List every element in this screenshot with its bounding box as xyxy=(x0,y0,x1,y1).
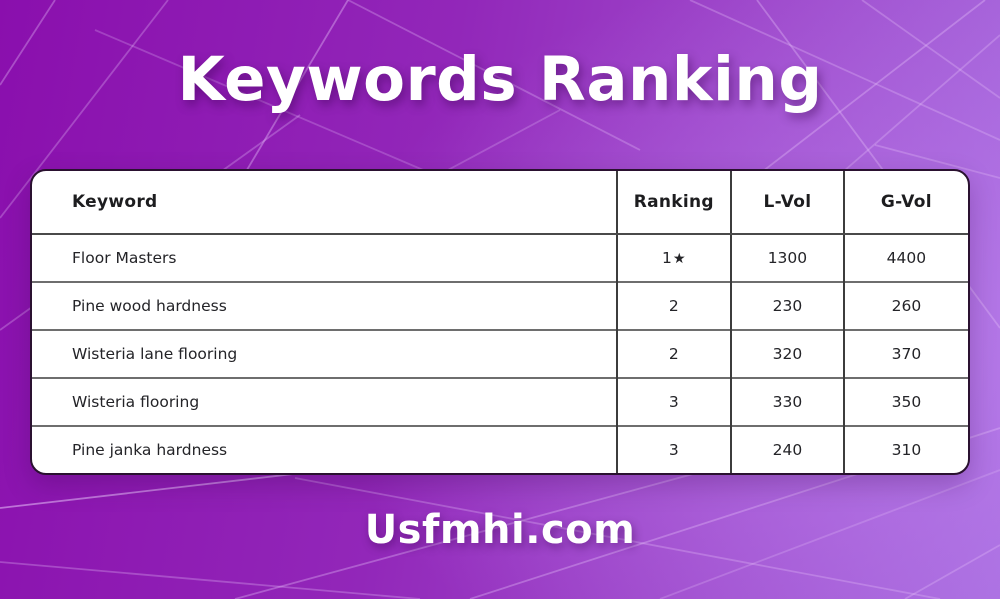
column-header-ranking: Ranking xyxy=(615,171,732,236)
ranking-value: 1 xyxy=(661,249,672,268)
table-row: Floor Masters 1★ 1300 4400 xyxy=(32,234,968,283)
keywords-table-card: Keyword Ranking L-Vol G-Vol Floor Master… xyxy=(30,169,970,476)
cell-lvol: 230 xyxy=(730,281,844,331)
cell-keyword: Pine janka hardness xyxy=(32,425,617,474)
cell-keyword: Pine wood hardness xyxy=(32,281,617,331)
star-icon: ★ xyxy=(672,251,686,268)
cell-ranking: 2 xyxy=(615,281,732,331)
cell-gvol: 260 xyxy=(842,281,968,331)
cell-gvol: 370 xyxy=(842,329,968,379)
table-row: Wisteria lane flooring 2 320 370 xyxy=(32,329,968,379)
cell-lvol: 320 xyxy=(730,329,844,379)
cell-keyword: Wisteria flooring xyxy=(32,377,617,427)
cell-ranking: 2 xyxy=(615,329,732,379)
table-row: Wisteria flooring 3 330 350 xyxy=(32,377,968,427)
column-header-lvol: L-Vol xyxy=(730,171,844,236)
table-row: Pine janka hardness 3 240 310 xyxy=(32,425,968,474)
cell-lvol: 330 xyxy=(730,377,844,427)
cell-ranking: 3 xyxy=(615,425,732,474)
cell-keyword: Floor Masters xyxy=(72,249,177,268)
page-title: Keywords Ranking xyxy=(177,44,823,115)
website-watermark: Usfmhi.com xyxy=(364,507,636,554)
cell-lvol: 1300 xyxy=(730,234,844,283)
cell-gvol: 310 xyxy=(842,425,968,474)
keywords-table: Keyword Ranking L-Vol G-Vol Floor Master… xyxy=(32,171,968,474)
cell-gvol: 350 xyxy=(842,377,968,427)
cell-keyword: Wisteria lane flooring xyxy=(32,329,617,379)
column-header-gvol: G-Vol xyxy=(842,171,968,236)
cell-ranking: 1★ xyxy=(615,234,732,283)
cell-ranking: 3 xyxy=(615,377,732,427)
table-row: Pine wood hardness 2 230 260 xyxy=(32,281,968,331)
table-header-row: Keyword Ranking L-Vol G-Vol xyxy=(32,171,968,236)
column-header-keyword: Keyword xyxy=(32,171,617,236)
cell-lvol: 240 xyxy=(730,425,844,474)
cell-gvol: 4400 xyxy=(842,234,968,283)
